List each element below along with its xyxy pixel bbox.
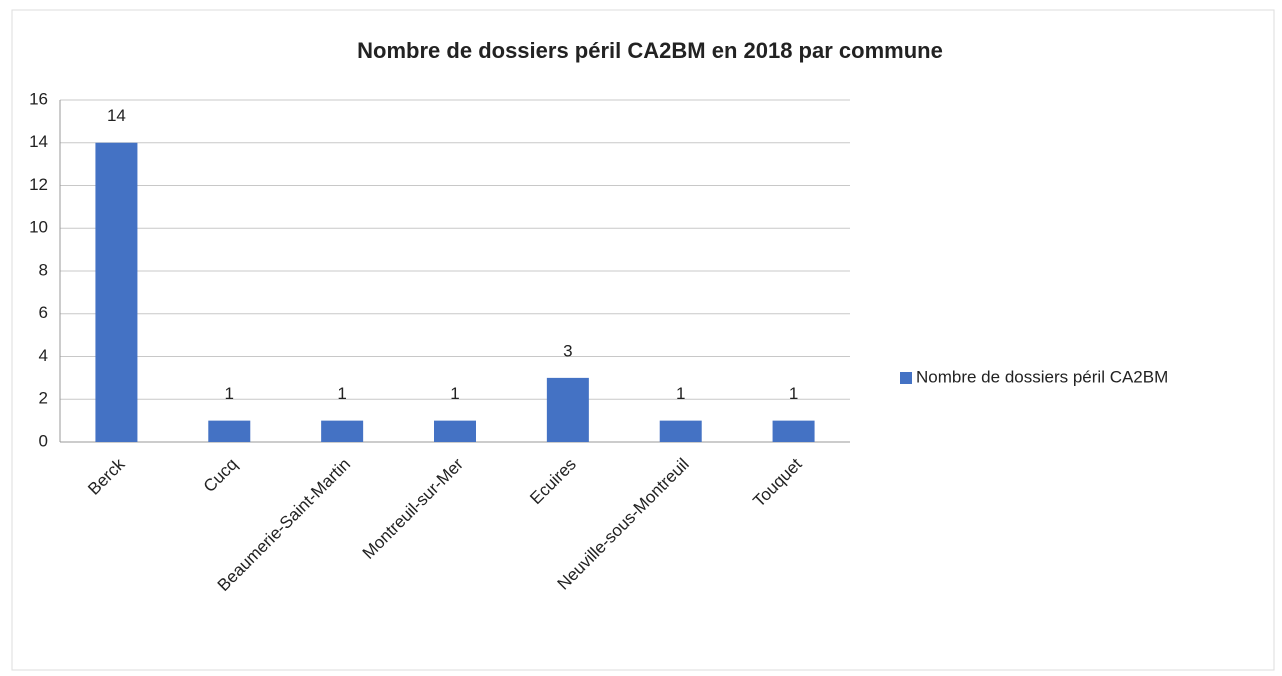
x-tick-label: Beaumerie-Saint-Martin (214, 455, 354, 595)
data-label: 1 (789, 384, 798, 403)
y-tick-label: 2 (39, 389, 48, 408)
chart-border (11, 9, 1275, 671)
data-label: 1 (337, 384, 346, 403)
y-tick-label: 8 (39, 260, 48, 279)
x-tick-label: Neuville-sous-Montreuil (554, 455, 693, 594)
y-tick-label: 0 (39, 431, 48, 450)
chart-title: Nombre de dossiers péril CA2BM en 2018 p… (357, 38, 943, 63)
legend-label: Nombre de dossiers péril CA2BM (916, 367, 1168, 386)
bar (772, 420, 815, 442)
x-tick-label: Berck (84, 454, 129, 499)
bar (208, 420, 251, 442)
y-tick-label: 10 (29, 218, 48, 237)
data-label: 1 (225, 384, 234, 403)
y-tick-label: 6 (39, 303, 48, 322)
data-label: 3 (563, 341, 572, 360)
x-tick-label: Montreuil-sur-Mer (359, 454, 468, 563)
bar (659, 420, 702, 442)
y-tick-label: 16 (29, 89, 48, 108)
data-label: 14 (107, 106, 126, 125)
y-tick-label: 14 (29, 132, 48, 151)
bar (546, 377, 589, 442)
bar (321, 420, 364, 442)
legend-swatch (900, 372, 912, 384)
x-tick-label: Touquet (749, 454, 805, 510)
x-tick-label: Cucq (200, 455, 241, 496)
y-tick-label: 12 (29, 175, 48, 194)
x-tick-label: Ecuires (526, 455, 580, 509)
data-label: 1 (450, 384, 459, 403)
data-label: 1 (676, 384, 685, 403)
y-tick-label: 4 (39, 346, 48, 365)
bar (95, 142, 138, 442)
bar (434, 420, 476, 442)
